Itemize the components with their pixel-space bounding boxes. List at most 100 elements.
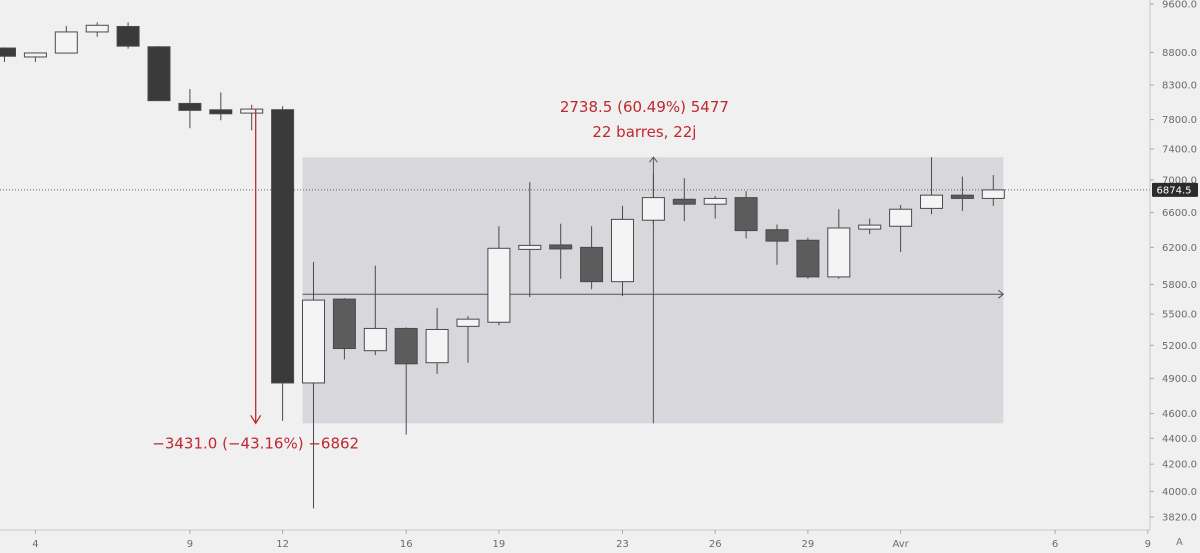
time-tick-label: 16 (400, 539, 413, 550)
candle (796, 237, 820, 279)
time-tick-label: Avr (892, 539, 909, 550)
candle (23, 52, 47, 63)
candle-body (765, 229, 789, 242)
candle-body (332, 298, 356, 350)
candle-body (827, 227, 851, 278)
candle-body (611, 218, 634, 283)
range-up-arrowhead (649, 156, 658, 163)
candle (0, 47, 16, 63)
candle-body (394, 327, 418, 365)
rise-measure-label: 2738.5 (60.49%) 5477 (560, 98, 729, 116)
candle-body (240, 108, 264, 114)
auto-scale-button[interactable]: A (1176, 537, 1183, 548)
price-tick-label: 6600.0 (1162, 208, 1197, 219)
candle (116, 22, 140, 49)
price-tick-label: 5500.0 (1162, 310, 1197, 321)
candle (920, 157, 943, 215)
candle (765, 224, 789, 265)
price-tick-label: 5200.0 (1162, 341, 1197, 352)
price-axis[interactable]: 3820.0 4000.0 4200.0 4400.0 4600.0 4900.0 5200… (1149, 0, 1198, 530)
candle-body (425, 328, 449, 364)
candle (703, 195, 727, 219)
price-tick-label: 8800.0 (1162, 48, 1197, 59)
rise-measure-bars-label: 22 barres, 22j (592, 123, 696, 141)
candle (302, 261, 325, 509)
candle-body (456, 318, 480, 327)
time-tick-label: 9 (1145, 539, 1151, 550)
candle (332, 298, 356, 360)
price-tick-label: 9600.0 (1162, 0, 1197, 11)
candle-body (487, 247, 511, 323)
candle-body (178, 102, 202, 111)
price-tick-label: 4900.0 (1162, 374, 1197, 385)
current-price-label-box (1152, 182, 1198, 197)
current-price-label: 6874.5 (1157, 185, 1192, 196)
candle-body (889, 208, 913, 227)
time-tick-label: 29 (802, 539, 815, 550)
price-tick-label: 4200.0 (1162, 460, 1197, 471)
measure-layer: −3431.0 (−43.16%) −6862 2738.5 (60.49%) 5… (152, 98, 729, 452)
candle (611, 205, 634, 297)
candle-body (734, 197, 758, 232)
candle-body (23, 52, 47, 58)
candle-body (271, 109, 295, 384)
candle-body (302, 299, 325, 384)
candle (425, 308, 449, 374)
range-right-arrowhead (997, 289, 1005, 299)
candle (734, 191, 758, 239)
candle (518, 182, 542, 298)
candle (672, 178, 696, 222)
candle (487, 226, 511, 326)
time-tick-label: 12 (276, 539, 289, 550)
candle (549, 223, 573, 279)
candle-body (580, 246, 604, 283)
price-tick-label: 4400.0 (1162, 434, 1197, 445)
price-tick-label: 8300.0 (1162, 81, 1197, 92)
price-tick-label: 7000.0 (1162, 175, 1197, 186)
candle-body (549, 244, 573, 250)
time-axis[interactable]: 4 9 12 16 19 23 26 29 Avr 6 9 (0, 529, 1151, 550)
candle-body (116, 25, 140, 47)
candle (827, 209, 851, 279)
candles-layer (0, 22, 1005, 509)
candle (240, 104, 264, 131)
candle (580, 226, 604, 290)
candle (456, 316, 480, 363)
candle-body (0, 47, 16, 57)
candle-body (703, 197, 727, 205)
candle-body (85, 24, 109, 33)
time-tick-label: 6 (1052, 539, 1058, 550)
candle-body (518, 244, 542, 250)
candle-body (672, 198, 696, 205)
candle (54, 25, 78, 54)
time-tick-label: 26 (709, 539, 722, 550)
candle-body (147, 46, 171, 102)
candle (858, 218, 882, 235)
candle (950, 176, 974, 211)
candle (641, 173, 665, 225)
candle (363, 265, 387, 356)
candle (981, 175, 1005, 206)
candle (271, 106, 295, 421)
drop-measure-arrowhead (250, 414, 262, 425)
time-tick-label: 4 (32, 539, 38, 550)
candle-body (54, 31, 78, 54)
candle-body (641, 197, 665, 221)
price-tick-label: 3820.0 (1162, 513, 1197, 524)
price-tick-label: 5800.0 (1162, 280, 1197, 291)
candle (147, 46, 171, 102)
price-tick-label: 6200.0 (1162, 243, 1197, 254)
candle-body (858, 224, 882, 230)
price-tick-label: 4000.0 (1162, 487, 1197, 498)
candle (889, 205, 913, 252)
candle-body (796, 239, 820, 278)
candle (178, 89, 202, 129)
time-tick-label: 23 (616, 539, 629, 550)
candle (394, 327, 418, 435)
candle-body (981, 189, 1005, 199)
candle (85, 22, 109, 37)
candle-body (209, 109, 233, 115)
drop-measure-label: −3431.0 (−43.16%) −6862 (152, 434, 359, 452)
price-tick-label: 7800.0 (1162, 115, 1197, 126)
